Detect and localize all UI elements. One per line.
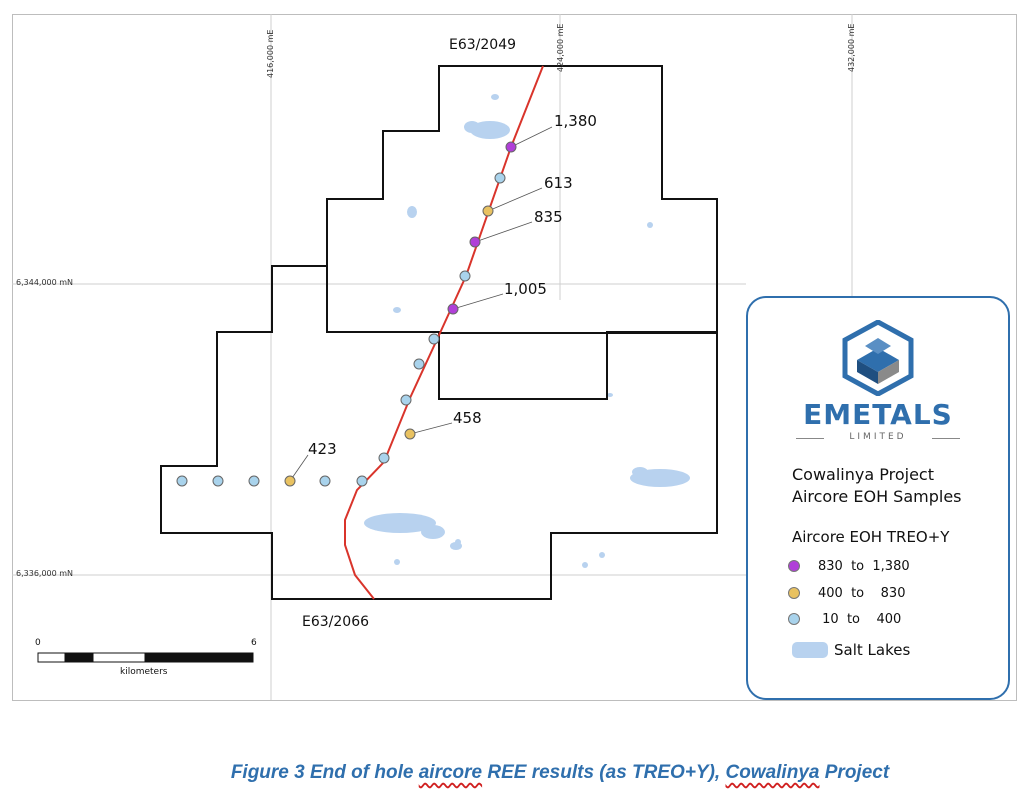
figure-caption: Figure 3 End of hole aircore REE results… — [0, 762, 1024, 784]
sample-point-mid — [284, 475, 296, 487]
salt-lake — [470, 121, 510, 139]
northing-label: 6,344,000 mN — [16, 278, 74, 287]
hexagon-logo-icon — [842, 320, 914, 396]
caption-text: Project — [819, 762, 890, 783]
sample-value-label: 1,005 — [504, 280, 547, 298]
caption-text-flagged: Cowalinya — [725, 762, 820, 783]
legend-item-high: 830 to 1,380 — [788, 557, 910, 575]
salt-lake — [393, 307, 401, 313]
tenement-boundary-e63-2066 — [160, 265, 718, 600]
sample-point-low — [428, 333, 440, 345]
sample-point-high — [505, 141, 517, 153]
sample-point-low — [413, 358, 425, 370]
tenement-boundaries — [160, 65, 718, 600]
scale-bar-start-label: 0 — [35, 638, 41, 648]
tenement-label-south: E63/2066 — [302, 614, 370, 630]
salt-lake — [582, 562, 588, 568]
legend-item-mid: 400 to 830 — [788, 584, 905, 602]
sample-point-low — [319, 475, 331, 487]
sample-point-low — [248, 475, 260, 487]
legend-item-salt-lakes: Salt Lakes — [792, 641, 910, 659]
legend-dot-high — [788, 560, 800, 572]
salt-lake — [599, 552, 605, 558]
sample-point-high — [469, 236, 481, 248]
salt-lake — [394, 559, 400, 565]
grid-lines — [12, 14, 853, 700]
leader-lines — [289, 126, 553, 482]
leader-line — [452, 293, 504, 310]
salt-lake — [464, 121, 480, 133]
caption-text: Figure 3 End of hole — [230, 762, 419, 783]
salt-lake — [491, 94, 499, 100]
sample-value-label: 458 — [453, 409, 482, 427]
legend-swatch-salt-lakes — [792, 642, 828, 658]
sample-value-label: 1,380 — [554, 112, 597, 130]
salt-lake — [421, 525, 445, 539]
easting-label: 424,000 mE — [556, 23, 565, 72]
easting-label: 416,000 mE — [266, 29, 275, 78]
leader-line — [474, 221, 533, 243]
logo-wordmark: EMETALS — [803, 398, 953, 431]
sample-value-label: 423 — [308, 440, 337, 458]
legend-item-label: 10 to 400 — [818, 611, 902, 627]
sample-point-low — [400, 394, 412, 406]
sample-point-low — [356, 475, 368, 487]
logo-rule-right — [932, 438, 960, 439]
legend-title: Cowalinya Project Aircore EOH Samples — [792, 464, 962, 508]
scale-bar-segment — [37, 652, 66, 663]
leader-line — [510, 126, 553, 148]
scale-bar-segment — [64, 652, 94, 663]
sample-point-low — [378, 452, 390, 464]
salt-lake — [647, 222, 653, 228]
legend-title-line: Aircore EOH Samples — [792, 487, 962, 506]
salt-lake — [407, 206, 417, 218]
sample-point-low — [459, 270, 471, 282]
legend-subheading: Aircore EOH TREO+Y — [792, 528, 950, 546]
salt-lake — [455, 539, 461, 545]
sample-value-label: 835 — [534, 208, 563, 226]
legend-dot-mid — [788, 587, 800, 599]
sample-point-high — [447, 303, 459, 315]
salt-lake — [364, 513, 436, 533]
legend-item-low: 10 to 400 — [788, 610, 901, 628]
leader-line — [409, 422, 453, 435]
sample-point-low — [176, 475, 188, 487]
legend-item-label: 400 to 830 — [818, 585, 906, 601]
sample-point-mid — [482, 205, 494, 217]
logo-subtitle: LIMITED — [849, 432, 907, 442]
sample-point-mid — [404, 428, 416, 440]
scale-bar-segment — [92, 652, 146, 663]
caption-text-flagged: aircore — [418, 762, 483, 783]
legend-title-line: Cowalinya Project — [792, 465, 934, 484]
northing-label: 6,336,000 mN — [16, 569, 74, 578]
salt-lake — [632, 467, 648, 477]
sample-value-label: 613 — [544, 174, 573, 192]
scale-bar-unit-label: kilometers — [120, 667, 168, 677]
legend-dot-low — [788, 613, 800, 625]
salt-lake — [607, 393, 613, 397]
easting-label: 432,000 mE — [847, 23, 856, 72]
salt-lakes — [364, 94, 690, 568]
legend-item-label: 830 to 1,380 — [818, 558, 910, 574]
scale-bar — [37, 652, 254, 663]
sample-points — [176, 141, 517, 487]
sample-point-low — [212, 475, 224, 487]
sample-point-low — [494, 172, 506, 184]
logo-rule-left — [796, 438, 824, 439]
scale-bar-end-label: 6 — [251, 638, 257, 648]
legend-panel: EMETALS LIMITED Cowalinya Project Aircor… — [746, 296, 1010, 700]
caption-text: REE results (as TREO+Y), — [482, 762, 726, 783]
scale-bar-segment — [144, 652, 254, 663]
leader-line — [487, 187, 543, 212]
tenement-label-north: E63/2049 — [449, 37, 517, 53]
legend-item-label: Salt Lakes — [834, 641, 911, 659]
